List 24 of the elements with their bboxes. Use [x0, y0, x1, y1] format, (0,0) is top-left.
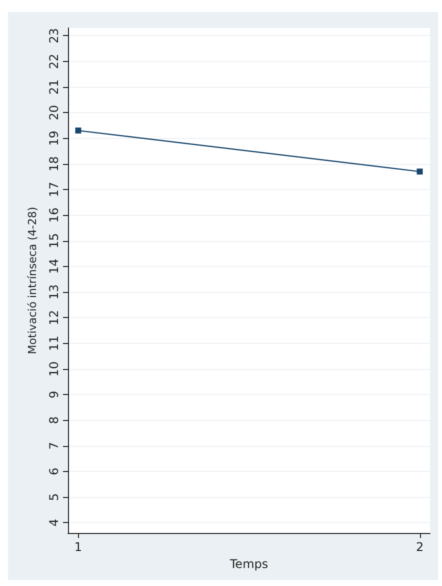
y-tick-label: 6	[47, 468, 61, 476]
y-tick-label: 16	[47, 207, 61, 223]
y-tick-label: 12	[47, 310, 61, 326]
y-tick-label: 18	[47, 156, 61, 172]
x-tick-label: 2	[416, 540, 424, 554]
y-tick-label: 7	[47, 442, 61, 450]
y-tick-label: 5	[47, 493, 61, 501]
x-axis-title: Temps	[228, 556, 268, 571]
x-tick-label: 1	[74, 540, 82, 554]
y-tick-label: 23	[47, 28, 61, 44]
y-tick-label: 21	[47, 79, 61, 95]
y-tick-label: 19	[47, 130, 61, 146]
y-tick-label: 20	[47, 104, 61, 120]
y-tick-label: 9	[47, 390, 61, 398]
y-tick-label: 11	[47, 336, 61, 351]
y-tick-label: 22	[47, 54, 61, 69]
y-tick-label: 15	[47, 233, 61, 248]
y-tick-label: 4	[47, 518, 61, 527]
y-tick-label: 13	[47, 284, 61, 300]
y-tick-label: 17	[47, 182, 61, 198]
y-tick-label: 8	[47, 416, 61, 424]
y-tick-label: 10	[47, 361, 61, 377]
y-tick-label: 14	[47, 258, 61, 274]
y-axis-title: Motivació intrínseca (4-28)	[26, 206, 39, 354]
